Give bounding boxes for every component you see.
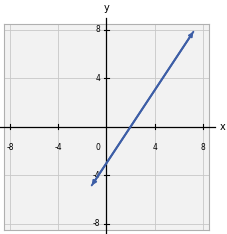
Text: 8: 8 bbox=[95, 25, 100, 34]
Text: 4: 4 bbox=[95, 74, 100, 83]
Text: -8: -8 bbox=[93, 219, 100, 228]
Text: 8: 8 bbox=[200, 143, 204, 152]
Text: -4: -4 bbox=[54, 143, 62, 152]
Text: x: x bbox=[219, 122, 224, 132]
Text: y: y bbox=[103, 3, 109, 13]
Text: -8: -8 bbox=[6, 143, 14, 152]
Text: 4: 4 bbox=[151, 143, 156, 152]
Text: -4: -4 bbox=[92, 171, 100, 180]
Text: 0: 0 bbox=[95, 143, 100, 152]
